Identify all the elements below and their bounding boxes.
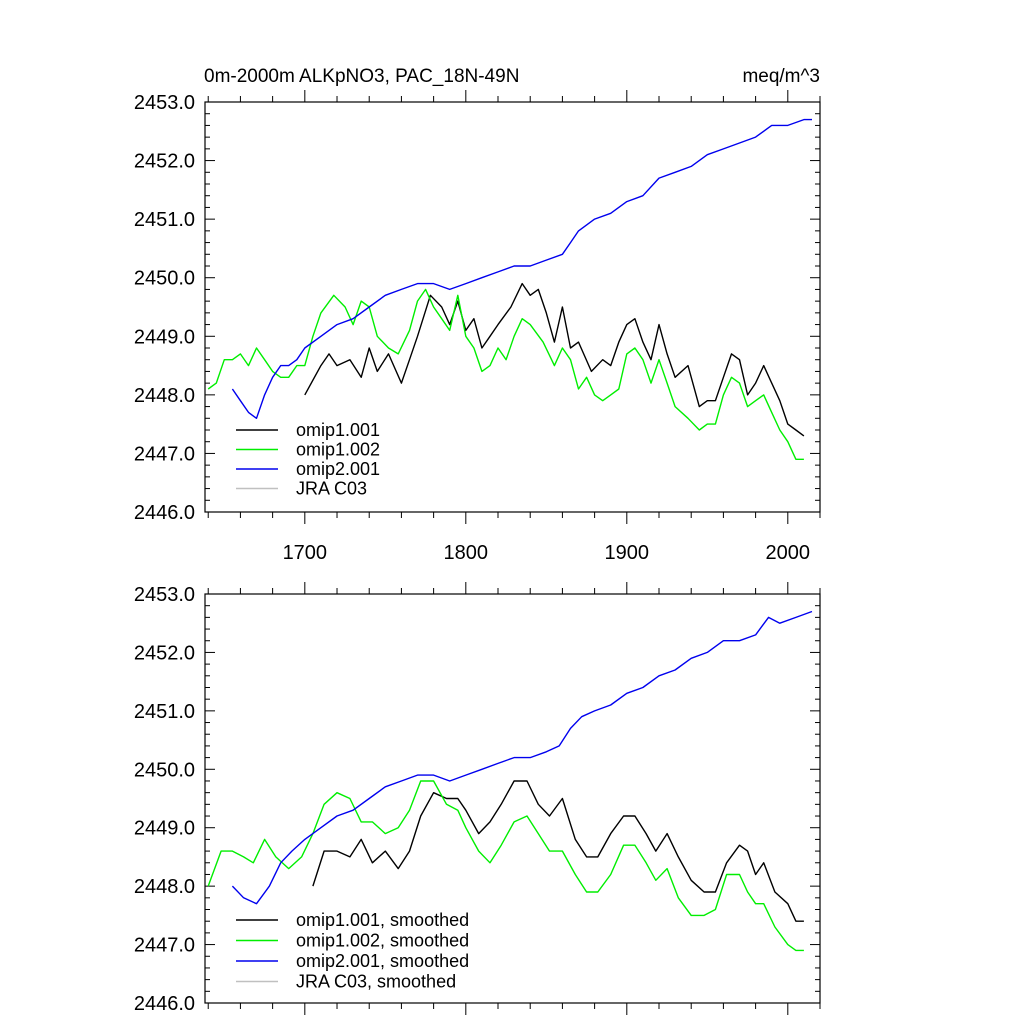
legend-label-omip1-001: omip1.001 <box>296 420 380 440</box>
legend-label-omip2-001-smoothed: omip2.001, smoothed <box>296 951 469 971</box>
legend-label-jra-c03-smoothed: JRA C03, smoothed <box>296 972 456 992</box>
x-axis-ticks <box>207 582 821 1015</box>
y-tick-label: 2447.0 <box>134 935 195 957</box>
legend-label-omip2-001: omip2.001 <box>296 459 380 479</box>
legend-label-omip1-002-smoothed: omip1.002, smoothed <box>296 931 469 951</box>
y-tick-label: 2453.0 <box>134 584 195 606</box>
x-tick-label: 1800 <box>444 542 489 564</box>
y-axis-ticks <box>205 101 820 513</box>
x-tick-label: 2000 <box>766 542 811 564</box>
legend-label-omip1-001-smoothed: omip1.001, smoothed <box>296 910 469 930</box>
y-tick-label: 2452.0 <box>134 642 195 664</box>
units-label: meq/m^3 <box>742 66 820 87</box>
legend-label-jra-c03: JRA C03 <box>296 479 367 499</box>
legend-label-omip1-002: omip1.002 <box>296 440 380 460</box>
series-line-omip1-001 <box>304 282 805 437</box>
y-tick-label: 2451.0 <box>134 209 195 231</box>
y-tick-label: 2448.0 <box>134 385 195 407</box>
series-line-omip1-001-smoothed <box>312 780 804 922</box>
y-tick-label: 2447.0 <box>134 443 195 465</box>
x-tick-label: 1700 <box>283 542 328 564</box>
plot-frame <box>204 101 821 513</box>
y-tick-label: 2452.0 <box>134 151 195 173</box>
series-line-omip1-002 <box>207 288 804 460</box>
y-tick-label: 2446.0 <box>134 502 195 524</box>
y-axis-ticks <box>205 593 820 1004</box>
y-tick-label: 2453.0 <box>134 92 195 114</box>
series-line-omip1-002-smoothed <box>207 780 804 952</box>
top-panel: 2446.0 2447.0 2448.0 2449.0 2450.0 2451.0 2452… <box>134 90 821 564</box>
chart-title: 0m-2000m ALKpNO3, PAC_18N-49N <box>204 66 519 87</box>
plot-frame <box>204 593 821 1004</box>
y-tick-label: 2449.0 <box>134 326 195 348</box>
y-tick-label: 2448.0 <box>134 876 195 898</box>
y-tick-label: 2450.0 <box>134 268 195 290</box>
x-axis-ticks <box>207 90 821 524</box>
series-line-omip2-001 <box>231 118 812 419</box>
series-line-omip2-001-smoothed <box>231 610 813 905</box>
y-tick-label: 2446.0 <box>134 993 195 1015</box>
y-tick-label: 2451.0 <box>134 701 195 723</box>
bottom-panel: 2446.0 2447.0 2448.0 2449.0 2450.0 2451.0 2452… <box>134 582 821 1015</box>
y-tick-label: 2449.0 <box>134 818 195 840</box>
y-tick-label: 2450.0 <box>134 759 195 781</box>
x-tick-label: 1900 <box>605 542 650 564</box>
